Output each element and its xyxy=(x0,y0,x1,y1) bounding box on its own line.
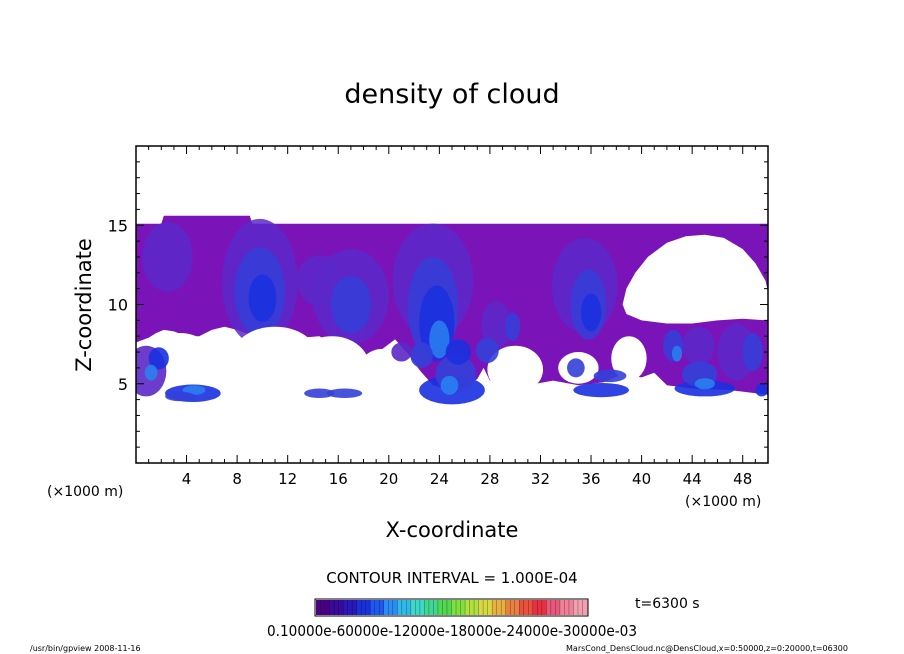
clear-region xyxy=(199,333,250,391)
lower-cloud-band xyxy=(136,337,768,405)
x-axis-unit-left: (×1000 m) xyxy=(47,484,123,500)
clear-region xyxy=(487,345,544,394)
cloud-blob-low xyxy=(165,391,196,402)
colorbar-labels: 0.10000e-60000e-12000e-18000e-24000e-300… xyxy=(267,622,637,640)
cloud-blob-low xyxy=(476,337,499,364)
colorbar-swatch xyxy=(559,600,574,615)
cloud-blob xyxy=(481,301,512,349)
y-tick-label: 15 xyxy=(108,216,128,235)
cloud-blob xyxy=(682,326,715,365)
cloud-blob-low xyxy=(440,375,459,395)
y-tick-label: 10 xyxy=(108,296,128,315)
colorbar-swatch xyxy=(329,600,344,615)
colorbar-swatch xyxy=(397,600,412,615)
clear-region xyxy=(611,336,647,381)
y-tick-label: 5 xyxy=(118,375,128,394)
cloud-blob-low xyxy=(573,382,629,398)
colorbar-swatch xyxy=(410,600,425,615)
colorbar xyxy=(316,600,588,615)
cloud-blob xyxy=(248,274,277,322)
x-tick-label: 36 xyxy=(581,470,600,488)
clear-air-regions xyxy=(147,326,647,400)
x-tick-label: 16 xyxy=(329,470,348,488)
cloud-intensity-blobs xyxy=(142,218,763,381)
colorbar-swatch xyxy=(437,600,452,615)
cloud-blob xyxy=(671,345,683,362)
cloud-blob-low xyxy=(445,339,471,365)
cloud-blob-low xyxy=(326,388,363,399)
x-tick-label: 32 xyxy=(531,470,550,488)
x-tick-label: 4 xyxy=(182,470,192,488)
colorbar-swatch xyxy=(316,600,331,615)
footer-left: /usr/bin/gpview 2008-11-16 xyxy=(30,644,141,653)
x-tick-label: 28 xyxy=(480,470,499,488)
x-tick-label: 20 xyxy=(379,470,398,488)
plot-area xyxy=(136,215,768,405)
colorbar-swatch xyxy=(356,600,371,615)
cloud-blob xyxy=(742,333,763,372)
cloud-blob-low xyxy=(144,364,158,381)
cloud-blob xyxy=(580,293,602,332)
cloud-blob-low xyxy=(694,378,715,390)
x-tick-label: 12 xyxy=(278,470,297,488)
x-tick-labels: 4 8 12 16 20 24 28 32 36 40 44 48 xyxy=(182,470,752,488)
colorbar-swatch xyxy=(532,600,547,615)
colorbar-swatch xyxy=(465,600,480,615)
colorbar-swatch xyxy=(546,600,561,615)
cloud-blob xyxy=(142,222,193,292)
cloud-blob xyxy=(505,312,521,341)
colorbar-swatch xyxy=(492,600,507,615)
x-axis-unit-right: (×1000 m) xyxy=(685,494,761,510)
colorbar-swatch xyxy=(451,600,466,615)
colorbar-swatch xyxy=(573,600,588,615)
cloud-blob-low xyxy=(410,342,434,368)
footer-right: MarsCond_DensCloud.nc@DensCloud,x=0:5000… xyxy=(566,644,848,653)
x-tick-label: 8 xyxy=(232,470,242,488)
cloud-blob-low xyxy=(755,383,768,397)
cloud-blob-low xyxy=(391,342,412,362)
cloud-blob-low xyxy=(567,358,585,378)
x-tick-label: 48 xyxy=(733,470,752,488)
cloud-blob xyxy=(717,323,756,381)
colorbar-swatch xyxy=(383,600,398,615)
time-label: t=6300 s xyxy=(635,596,700,612)
y-tick-labels: 5 10 15 xyxy=(108,216,128,394)
colorbar-swatch xyxy=(519,600,534,615)
clear-region xyxy=(294,336,370,400)
cloud-blob-low xyxy=(148,347,169,370)
axis-ticks xyxy=(135,145,769,464)
contour-interval: CONTOUR INTERVAL = 1.000E-04 xyxy=(326,569,577,587)
chart-title: density of cloud xyxy=(344,79,559,110)
colorbar-frame xyxy=(314,598,589,617)
x-tick-label: 40 xyxy=(632,470,651,488)
cloud-blob xyxy=(330,275,372,334)
colorbar-swatch xyxy=(370,600,385,615)
colorbar-swatch xyxy=(505,600,520,615)
clear-region xyxy=(359,348,406,387)
cloud-blob-low xyxy=(304,388,335,399)
colorbar-swatch xyxy=(478,600,493,615)
x-axis-label: X-coordinate xyxy=(386,518,519,542)
colorbar-swatch xyxy=(424,600,439,615)
x-tick-label: 24 xyxy=(430,470,449,488)
x-tick-label: 44 xyxy=(683,470,702,488)
colorbar-swatch xyxy=(343,600,358,615)
cloud-blob xyxy=(429,320,450,359)
cloud-blob-low xyxy=(593,369,627,383)
y-axis-label: Z-coordinate xyxy=(72,238,96,372)
